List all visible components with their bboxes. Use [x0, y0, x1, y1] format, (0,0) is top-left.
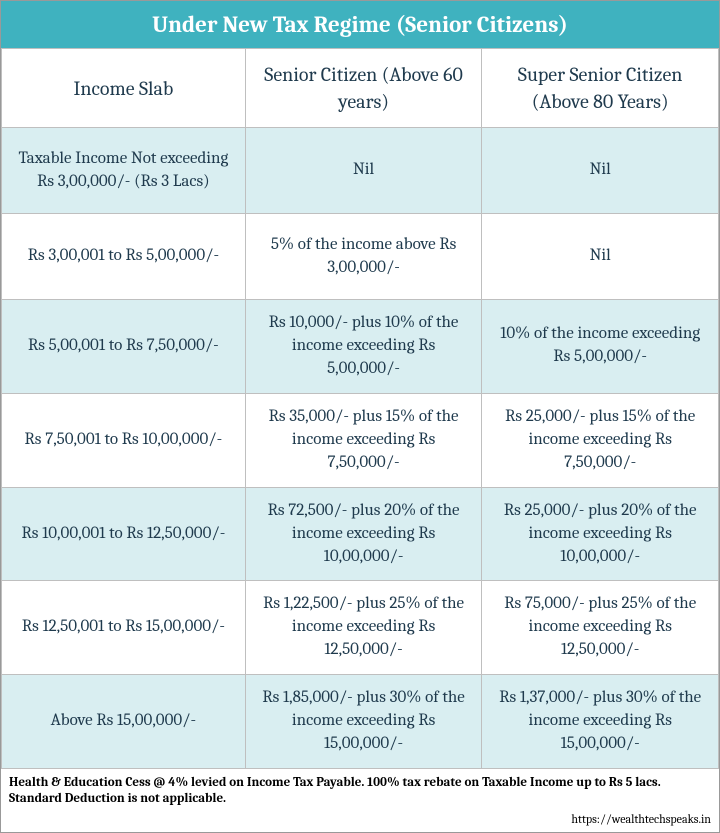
cell-slab: Above Rs 15,00,000/- [2, 675, 246, 769]
cell-super-senior: 10% of the income exceeding Rs 5,00,000/… [482, 300, 719, 394]
cell-super-senior: Rs 75,000/- plus 25% of the income excee… [482, 581, 719, 675]
cell-slab: Rs 3,00,001 to Rs 5,00,000/- [2, 214, 246, 300]
col-header-senior: Senior Citizen (Above 60 years) [245, 49, 482, 128]
table-header-row: Income Slab Senior Citizen (Above 60 yea… [2, 49, 719, 128]
table-row: Rs 12,50,001 to Rs 15,00,000/-Rs 1,22,50… [2, 581, 719, 675]
cell-slab: Rs 12,50,001 to Rs 15,00,000/- [2, 581, 246, 675]
cell-slab: Rs 7,50,001 to Rs 10,00,000/- [2, 393, 246, 487]
cell-senior: Rs 10,000/- plus 10% of the income excee… [245, 300, 482, 394]
cell-super-senior: Nil [482, 214, 719, 300]
cell-super-senior: Nil [482, 128, 719, 214]
cell-super-senior: Rs 1,37,000/- plus 30% of the income exc… [482, 675, 719, 769]
cell-slab: Taxable Income Not exceeding Rs 3,00,000… [2, 128, 246, 214]
col-header-super-senior: Super Senior Citizen (Above 80 Years) [482, 49, 719, 128]
table-title: Under New Tax Regime (Senior Citizens) [1, 1, 719, 48]
cell-slab: Rs 10,00,001 to Rs 12,50,000/- [2, 487, 246, 581]
table-row: Rs 7,50,001 to Rs 10,00,000/-Rs 35,000/-… [2, 393, 719, 487]
source-url: https://wealthtechspeaks.in [1, 812, 719, 832]
col-header-slab: Income Slab [2, 49, 246, 128]
footnote: Health & Education Cess @ 4% levied on I… [1, 769, 719, 812]
cell-super-senior: Rs 25,000/- plus 20% of the income excee… [482, 487, 719, 581]
cell-senior: Rs 1,85,000/- plus 30% of the income exc… [245, 675, 482, 769]
table-row: Rs 10,00,001 to Rs 12,50,000/-Rs 72,500/… [2, 487, 719, 581]
cell-senior: 5% of the income above Rs 3,00,000/- [245, 214, 482, 300]
table-row: Rs 3,00,001 to Rs 5,00,000/-5% of the in… [2, 214, 719, 300]
cell-super-senior: Rs 25,000/- plus 15% of the income excee… [482, 393, 719, 487]
cell-senior: Nil [245, 128, 482, 214]
cell-senior: Rs 1,22,500/- plus 25% of the income exc… [245, 581, 482, 675]
tax-table-container: Under New Tax Regime (Senior Citizens) I… [0, 0, 720, 833]
table-row: Taxable Income Not exceeding Rs 3,00,000… [2, 128, 719, 214]
cell-senior: Rs 72,500/- plus 20% of the income excee… [245, 487, 482, 581]
cell-senior: Rs 35,000/- plus 15% of the income excee… [245, 393, 482, 487]
cell-slab: Rs 5,00,001 to Rs 7,50,000/- [2, 300, 246, 394]
table-row: Rs 5,00,001 to Rs 7,50,000/-Rs 10,000/- … [2, 300, 719, 394]
tax-table: Income Slab Senior Citizen (Above 60 yea… [1, 48, 719, 769]
table-row: Above Rs 15,00,000/-Rs 1,85,000/- plus 3… [2, 675, 719, 769]
